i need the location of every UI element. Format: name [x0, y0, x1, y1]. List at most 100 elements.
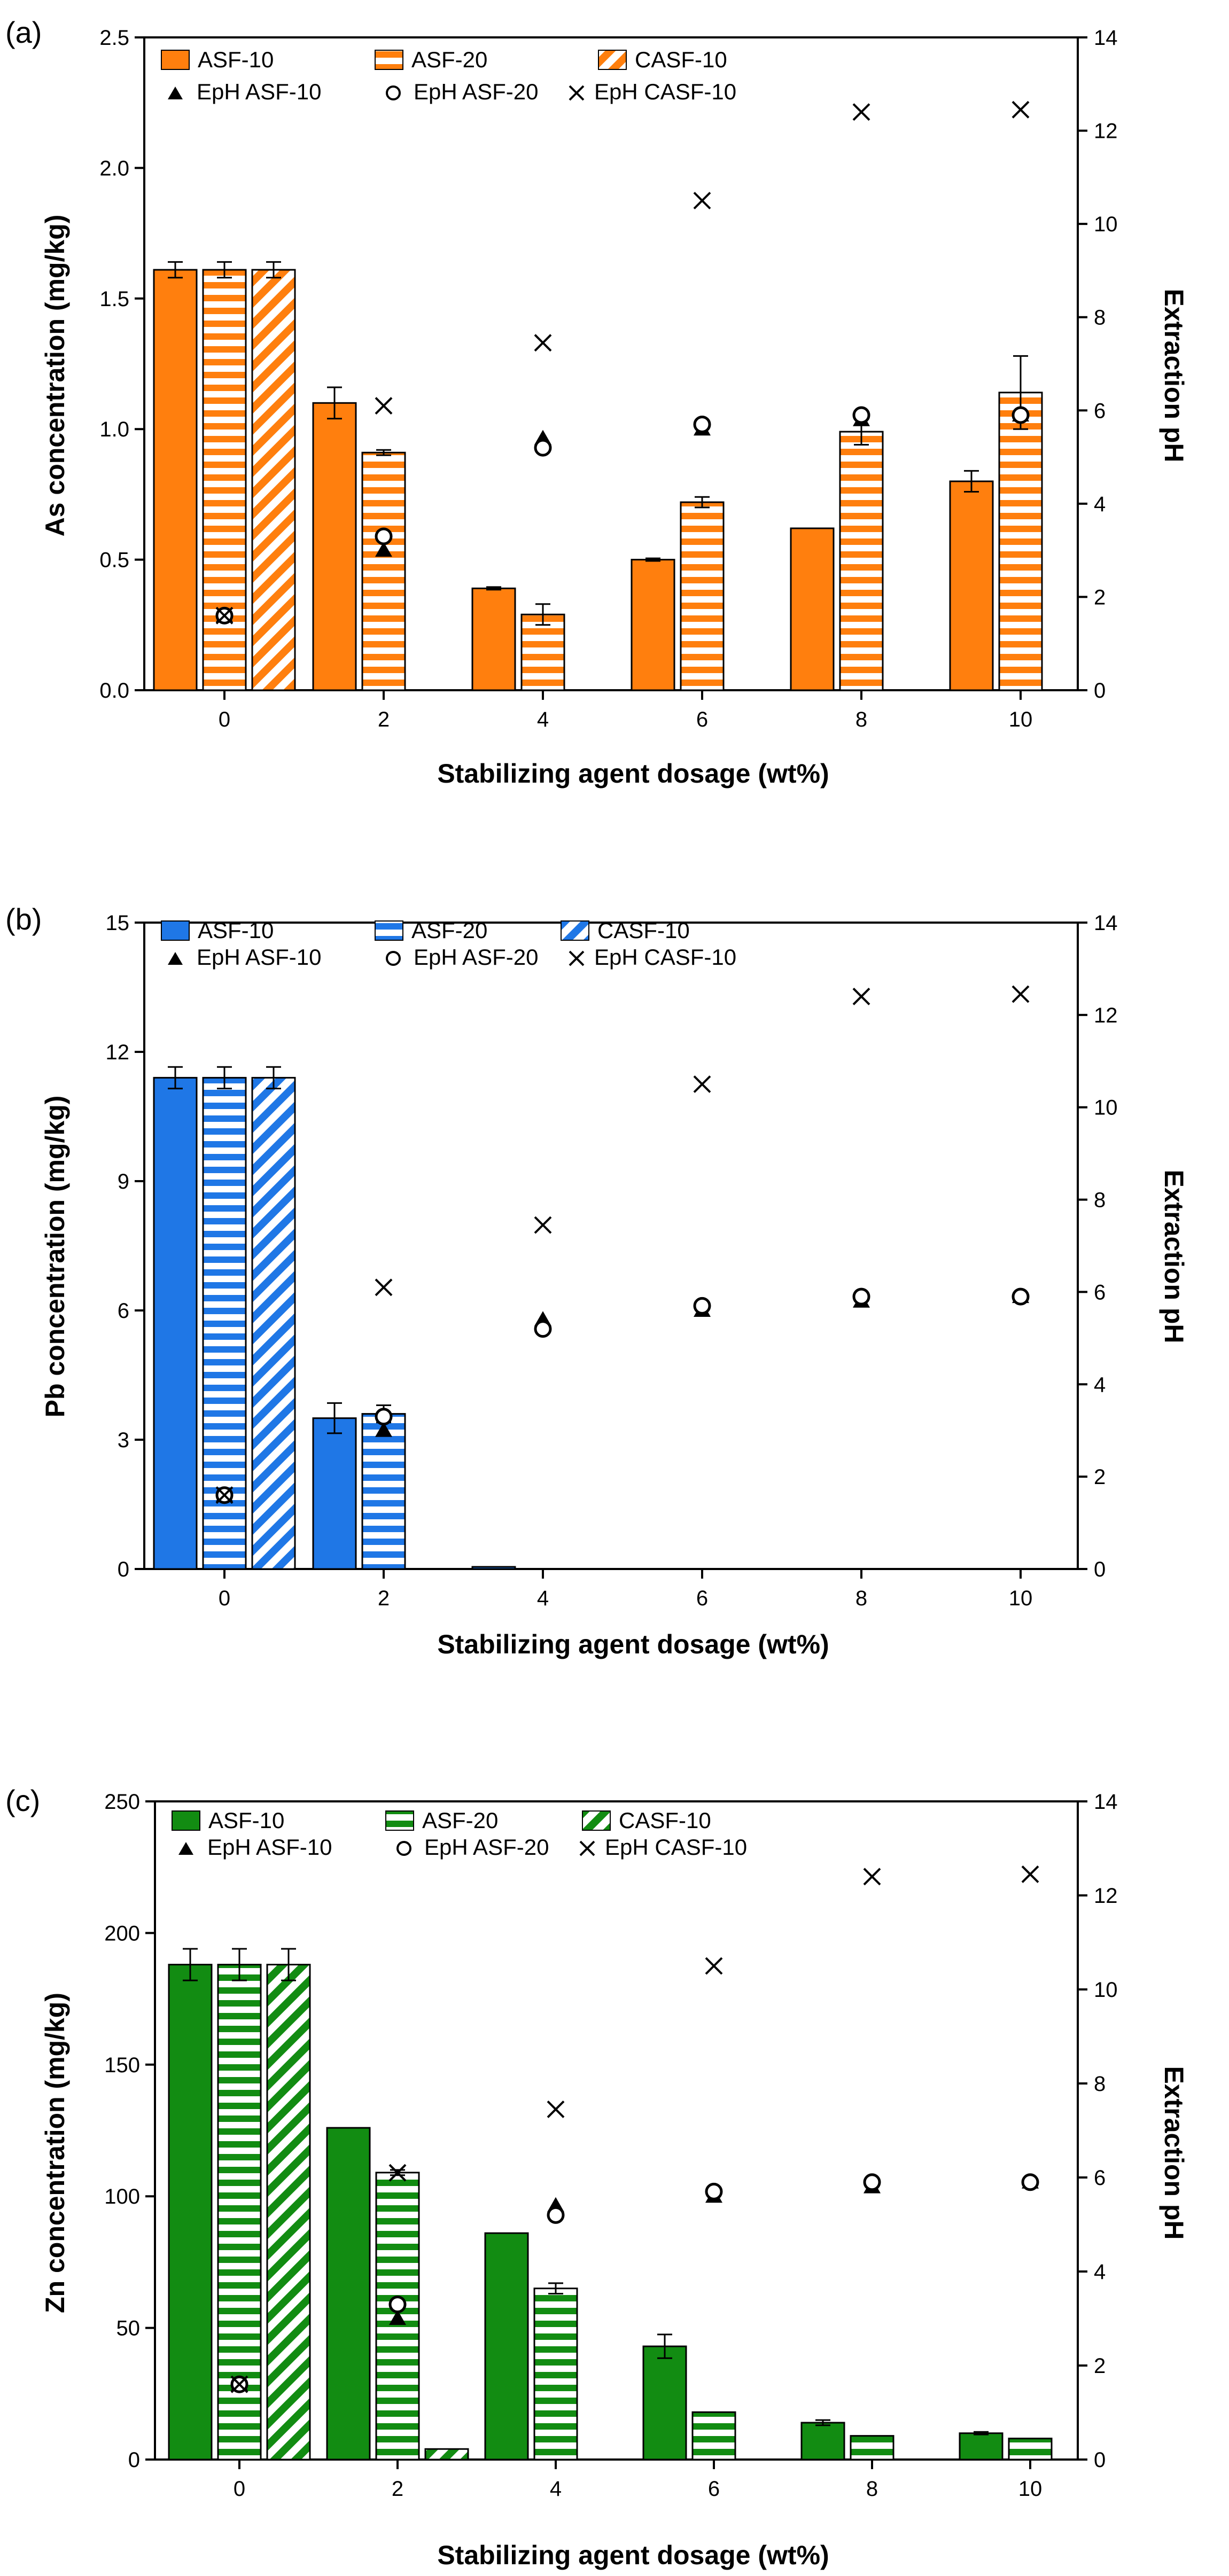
y-tick-label: 250 — [104, 1790, 140, 1814]
ph-marker-circle — [388, 2296, 407, 2314]
error-bar — [548, 2282, 563, 2295]
legend-label-eph-casf10: EpH CASF-10 — [594, 944, 736, 970]
y2-tick-label: 12 — [1094, 120, 1118, 143]
ph-marker-circle — [1012, 406, 1030, 424]
bar-asf-10 — [949, 480, 994, 691]
error-bar — [232, 1948, 247, 1981]
legend-swatch-casf10 — [582, 1810, 611, 1831]
ph-marker-x — [1012, 100, 1030, 119]
bar-asf-20 — [691, 2411, 736, 2461]
ph-marker-x — [215, 1486, 234, 1504]
y2-tick-label: 14 — [1094, 26, 1118, 50]
y-tick-label: 3 — [118, 1428, 129, 1452]
y-tick-label: 0.5 — [99, 549, 129, 572]
error-bar — [266, 1066, 281, 1090]
y2-tick-label: 12 — [1094, 1884, 1118, 1908]
panel-a-x-axis-title: Stabilizing agent dosage (wt%) — [437, 759, 829, 789]
ph-marker-x — [693, 192, 711, 209]
bar-asf-20 — [361, 451, 406, 691]
error-bar — [266, 261, 281, 279]
ph-marker-circle — [852, 1287, 870, 1306]
y2-tick-label: 4 — [1094, 2260, 1106, 2284]
error-bar — [815, 2419, 830, 2426]
panel-b-legend: ASF-10 ASF-20 CASF-10 EpH ASF-10 EpH ASF… — [161, 918, 736, 970]
y2-tick-label: 0 — [1094, 1558, 1106, 1581]
ph-marker-x — [547, 2100, 565, 2118]
y2-tick-label: 8 — [1094, 1189, 1106, 1212]
error-bar — [217, 261, 232, 279]
panel-b-y2-axis-title: Extraction pH — [1159, 1169, 1189, 1343]
bar-asf-10 — [312, 402, 357, 691]
ph-marker-x — [215, 606, 234, 625]
panel-a-label: (a) — [5, 15, 42, 49]
bar-asf-20 — [202, 269, 247, 691]
panel-b-label: (b) — [5, 902, 42, 936]
panel-c-x-axis-title: Stabilizing agent dosage (wt%) — [437, 2540, 829, 2570]
y2-tick-label: 8 — [1094, 2072, 1106, 2096]
x-tick-label: 6 — [708, 2477, 720, 2501]
x-tick-label: 4 — [537, 708, 549, 731]
bar-asf-10 — [631, 559, 675, 691]
bar-asf-10 — [312, 1417, 357, 1570]
y-tick-label: 0 — [128, 2448, 140, 2472]
error-bar — [645, 557, 660, 562]
panel-c-legend: ASF-10 ASF-20 CASF-10 EpH ASF-10 EpH ASF… — [172, 1808, 747, 1860]
legend-label-asf10: ASF-10 — [198, 918, 274, 943]
error-bar — [327, 1402, 342, 1434]
ph-marker-triangle — [389, 2310, 406, 2325]
x-tick-label: 10 — [1009, 708, 1033, 731]
panel-c-plot-frame — [154, 1800, 1079, 2461]
bar-asf-20 — [533, 2288, 578, 2461]
panel-a-y2-axis-title: Extraction pH — [1159, 288, 1189, 462]
x-tick-label: 2 — [378, 1587, 390, 1610]
y2-tick-label: 14 — [1094, 1790, 1118, 1814]
y-tick-label: 50 — [116, 2317, 141, 2340]
ph-marker-x — [693, 1075, 711, 1093]
legend-marker-circle — [386, 951, 401, 966]
y2-tick-label: 0 — [1094, 2448, 1106, 2472]
legend-swatch-asf20 — [375, 50, 403, 70]
x-tick-label: 4 — [537, 1587, 549, 1610]
y2-tick-label: 6 — [1094, 399, 1106, 423]
ph-marker-circle — [1012, 1287, 1030, 1306]
y2-tick-label: 10 — [1094, 213, 1118, 236]
ph-marker-circle — [1021, 2173, 1039, 2191]
bar-asf-10 — [153, 269, 198, 691]
error-bar — [695, 496, 710, 509]
ph-marker-x — [375, 1278, 393, 1297]
error-bar — [974, 2431, 989, 2436]
legend-label-casf10: CASF-10 — [597, 918, 690, 943]
x-tick-label: 6 — [696, 708, 708, 731]
ph-marker-circle — [693, 415, 711, 433]
error-bar — [327, 386, 342, 420]
legend-marker-triangle — [168, 952, 183, 965]
y2-tick-label: 6 — [1094, 2166, 1106, 2190]
ph-marker-circle — [375, 1408, 393, 1426]
y-tick-label: 15 — [106, 911, 130, 935]
x-tick-label: 6 — [696, 1587, 708, 1610]
legend-swatch-asf20 — [385, 1810, 414, 1831]
y2-tick-label: 4 — [1094, 493, 1106, 516]
legend-label-eph-casf10: EpH CASF-10 — [594, 79, 736, 104]
panel-a: (a) Stabilizing agent dosage (wt%) As co… — [5, 15, 1189, 789]
y2-tick-label: 10 — [1094, 1978, 1118, 2002]
bar-asf-10 — [153, 1076, 198, 1570]
y-tick-label: 150 — [104, 2054, 140, 2077]
legend-marker-x — [569, 950, 585, 966]
legend-label-eph-asf20: EpH ASF-20 — [414, 944, 538, 970]
legend-label-asf10: ASF-10 — [198, 47, 274, 72]
bar-asf-20 — [680, 501, 725, 691]
ph-marker-x — [375, 397, 393, 415]
error-bar — [183, 1948, 198, 1981]
y-tick-label: 2.0 — [99, 157, 129, 180]
legend-label-eph-asf10: EpH ASF-10 — [197, 79, 321, 104]
ph-marker-circle — [547, 2206, 565, 2224]
bar-casf-10 — [251, 1076, 296, 1570]
bar-asf-10 — [800, 2422, 845, 2461]
panel-c-y-axis-title: Zn concentration (mg/kg) — [40, 1993, 70, 2313]
legend-label-eph-asf20: EpH ASF-20 — [414, 79, 538, 104]
panel-a-legend: ASF-10 ASF-20 CASF-10 EpH ASF-10 EpH ASF… — [161, 47, 736, 104]
ph-marker-x — [534, 334, 552, 352]
error-bar — [281, 1948, 296, 1981]
ph-marker-x — [705, 1957, 723, 1975]
